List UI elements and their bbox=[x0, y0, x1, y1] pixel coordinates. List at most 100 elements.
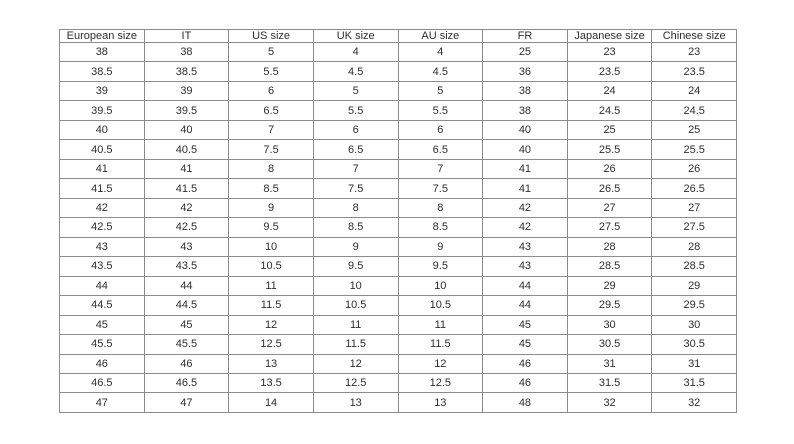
table-cell: 31 bbox=[566, 353, 653, 374]
table-cell: 14 bbox=[228, 392, 314, 413]
table-cell: 5 bbox=[397, 80, 484, 102]
table-cell: 6 bbox=[228, 80, 314, 102]
table-cell: 7.5 bbox=[397, 178, 484, 199]
table-cell: 11.5 bbox=[228, 295, 314, 316]
column-header-uk-size: UK size bbox=[312, 29, 399, 43]
table-cell: 45 bbox=[482, 334, 568, 355]
table-row: 39.5 39.5 6.5 5.5 5.5 38 24.5 24.5 bbox=[59, 100, 737, 121]
table-cell: 23.5 bbox=[651, 61, 737, 82]
table-cell: 28.5 bbox=[566, 256, 653, 277]
table-cell: 24 bbox=[651, 80, 737, 102]
table-cell: 9.5 bbox=[228, 217, 314, 238]
table-cell: 46.5 bbox=[143, 372, 230, 394]
table-cell: 44 bbox=[482, 275, 568, 297]
table-cell: 40 bbox=[59, 119, 145, 141]
table-cell: 25 bbox=[566, 119, 653, 141]
table-cell: 45 bbox=[59, 314, 145, 336]
table-cell: 38 bbox=[143, 41, 230, 63]
table-cell: 6.5 bbox=[228, 100, 314, 121]
table-cell: 30 bbox=[566, 314, 653, 336]
table-cell: 11.5 bbox=[397, 334, 484, 355]
table-row: 41.5 41.5 8.5 7.5 7.5 41 26.5 26.5 bbox=[59, 178, 737, 199]
table-cell: 4 bbox=[397, 41, 484, 63]
table-cell: 46 bbox=[143, 353, 230, 374]
table-cell: 27.5 bbox=[651, 217, 737, 238]
column-header-us-size: US size bbox=[228, 29, 314, 43]
table-cell: 41 bbox=[143, 158, 230, 180]
table-cell: 24.5 bbox=[566, 100, 653, 121]
table-cell: 39 bbox=[59, 80, 145, 102]
table-cell: 9 bbox=[228, 197, 314, 219]
table-cell: 42 bbox=[482, 197, 568, 219]
table-cell: 43 bbox=[59, 236, 145, 258]
table-cell: 5.5 bbox=[228, 61, 314, 82]
table-cell: 38.5 bbox=[59, 61, 145, 82]
table-cell: 29 bbox=[566, 275, 653, 297]
table-cell: 5 bbox=[228, 41, 314, 63]
table-cell: 43.5 bbox=[143, 256, 230, 277]
table-cell: 40 bbox=[143, 119, 230, 141]
table-cell: 4.5 bbox=[397, 61, 484, 82]
table-cell: 29 bbox=[651, 275, 737, 297]
table-cell: 41 bbox=[482, 178, 568, 199]
table-cell: 6 bbox=[397, 119, 484, 141]
table-row: 47 47 14 13 13 48 32 32 bbox=[59, 392, 737, 413]
table-cell: 40.5 bbox=[59, 139, 145, 160]
table-cell: 36 bbox=[482, 61, 568, 82]
table-cell: 46 bbox=[482, 372, 568, 394]
table-cell: 24.5 bbox=[651, 100, 737, 121]
table-cell: 23.5 bbox=[566, 61, 653, 82]
table-cell: 42 bbox=[143, 197, 230, 219]
table-row: 46.5 46.5 13.5 12.5 12.5 46 31.5 31.5 bbox=[59, 372, 737, 394]
table-cell: 10.5 bbox=[397, 295, 484, 316]
table-cell: 4 bbox=[312, 41, 399, 63]
table-row: 40 40 7 6 6 40 25 25 bbox=[59, 119, 737, 141]
table-cell: 11 bbox=[228, 275, 314, 297]
shoe-size-conversion-table: European size IT US size UK size AU size FR Ja… bbox=[59, 29, 737, 413]
table-row: 38 38 5 4 4 25 23 23 bbox=[59, 41, 737, 63]
table-cell: 25.5 bbox=[566, 139, 653, 160]
header-row: European size IT US size UK size AU size FR Ja… bbox=[59, 29, 737, 43]
table-cell: 28.5 bbox=[651, 256, 737, 277]
table-cell: 47 bbox=[143, 392, 230, 413]
table-cell: 31.5 bbox=[651, 372, 737, 394]
table-cell: 26 bbox=[651, 158, 737, 180]
table-cell: 40.5 bbox=[143, 139, 230, 160]
table-row: 46 46 13 12 12 46 31 31 bbox=[59, 353, 737, 374]
table-cell: 31.5 bbox=[566, 372, 653, 394]
table-cell: 9 bbox=[397, 236, 484, 258]
table-cell: 26 bbox=[566, 158, 653, 180]
table-cell: 39 bbox=[143, 80, 230, 102]
table-cell: 48 bbox=[482, 392, 568, 413]
table-cell: 12.5 bbox=[312, 372, 399, 394]
table-row: 40.5 40.5 7.5 6.5 6.5 40 25.5 25.5 bbox=[59, 139, 737, 160]
table-body: 38 38 5 4 4 25 23 23 38.5 38.5 5.5 4.5 4.5 36 23.5 23.5… bbox=[59, 41, 737, 413]
table-row: 43.5 43.5 10.5 9.5 9.5 43 28.5 28.5 bbox=[59, 256, 737, 277]
table-cell: 44.5 bbox=[59, 295, 145, 316]
table-cell: 30 bbox=[651, 314, 737, 336]
table-cell: 42 bbox=[59, 197, 145, 219]
table-cell: 41.5 bbox=[143, 178, 230, 199]
column-header-european-size: European size bbox=[59, 29, 145, 43]
table-cell: 45 bbox=[482, 314, 568, 336]
table-cell: 38 bbox=[482, 100, 568, 121]
table-cell: 10 bbox=[397, 275, 484, 297]
table-cell: 27 bbox=[566, 197, 653, 219]
table-cell: 13.5 bbox=[228, 372, 314, 394]
table-cell: 45.5 bbox=[143, 334, 230, 355]
table-cell: 47 bbox=[59, 392, 145, 413]
table-cell: 41.5 bbox=[59, 178, 145, 199]
table-cell: 29.5 bbox=[651, 295, 737, 316]
table-cell: 12 bbox=[397, 353, 484, 374]
table-cell: 13 bbox=[312, 392, 399, 413]
table-row: 42.5 42.5 9.5 8.5 8.5 42 27.5 27.5 bbox=[59, 217, 737, 238]
table-cell: 12 bbox=[228, 314, 314, 336]
table-cell: 8 bbox=[312, 197, 399, 219]
table-cell: 32 bbox=[651, 392, 737, 413]
table-cell: 26.5 bbox=[651, 178, 737, 199]
table-cell: 12.5 bbox=[228, 334, 314, 355]
table-cell: 10 bbox=[312, 275, 399, 297]
table-cell: 9 bbox=[312, 236, 399, 258]
table-cell: 8 bbox=[397, 197, 484, 219]
table-cell: 46 bbox=[482, 353, 568, 374]
